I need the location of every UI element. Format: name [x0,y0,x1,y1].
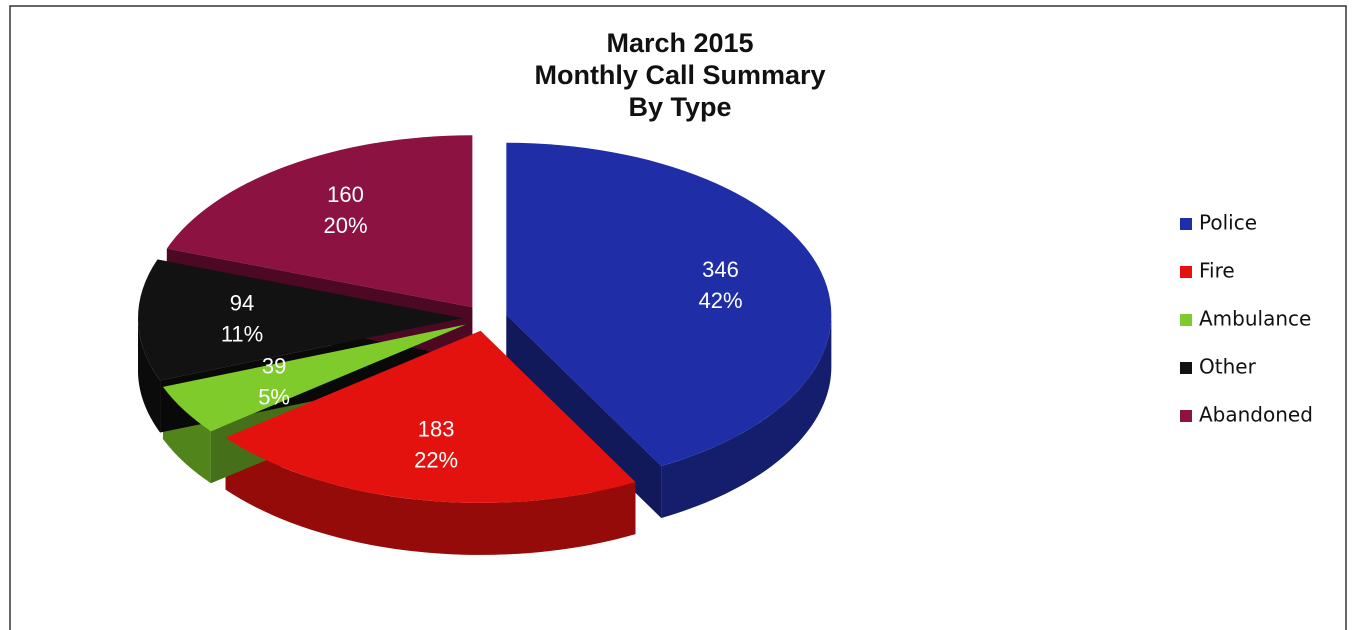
legend-label: Fire [1199,259,1235,283]
legend-label: Ambulance [1199,307,1311,331]
legend-swatch [1180,266,1192,278]
data-label-count: 94 [230,290,254,315]
pie-slice [225,330,636,503]
data-label-percent: 20% [323,213,367,238]
slice-side [506,314,662,518]
legend-swatch [1180,218,1192,230]
slice-wall [138,318,161,433]
slice-wall-shade [138,318,161,433]
data-label-percent: 22% [414,447,458,472]
slice-wall-shade [225,437,636,555]
legend-label: Abandoned [1199,403,1313,427]
data-label-percent: 5% [258,384,290,409]
legend-label: Police [1199,211,1257,235]
pie-slice [166,135,473,308]
data-label-count: 183 [418,416,455,441]
slice-wall-shade [661,314,832,518]
data-label-percent: 11% [221,321,263,346]
chart-title: By Type [628,92,731,122]
legend-swatch [1180,314,1192,326]
pie-slice [506,142,832,466]
legend-swatch [1180,362,1192,374]
slice-side-shade [506,314,662,518]
chart-title: March 2015 [606,28,753,58]
slice-wall [225,437,636,555]
pie-slice [162,324,466,432]
chart-frame [9,5,1347,630]
data-label-count: 39 [262,353,286,378]
slice-wall [661,314,832,518]
legend-swatch [1180,410,1192,422]
pie-slice [138,259,464,381]
data-label-count: 160 [327,182,364,207]
legend-label: Other [1199,355,1257,379]
chart-title: Monthly Call Summary [534,60,825,90]
data-label-percent: 42% [699,288,743,313]
data-label-count: 346 [702,257,739,282]
slice-tops [138,135,832,503]
